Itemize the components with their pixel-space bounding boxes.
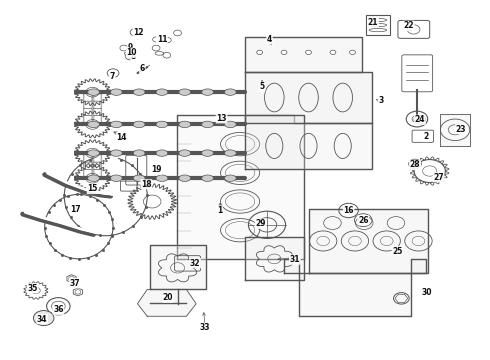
Text: 29: 29 (255, 219, 266, 228)
Text: 20: 20 (163, 293, 173, 302)
Ellipse shape (133, 150, 145, 156)
Polygon shape (441, 114, 470, 146)
Ellipse shape (202, 175, 214, 181)
Text: 30: 30 (421, 288, 432, 297)
Text: 24: 24 (415, 115, 425, 124)
Text: 21: 21 (368, 18, 378, 27)
Ellipse shape (110, 89, 122, 95)
Ellipse shape (110, 150, 122, 156)
Text: 35: 35 (27, 284, 38, 293)
Text: 16: 16 (343, 206, 354, 215)
Text: 3: 3 (378, 95, 384, 104)
Ellipse shape (224, 175, 236, 181)
Polygon shape (309, 209, 428, 273)
Ellipse shape (224, 150, 236, 156)
Text: 34: 34 (37, 315, 48, 324)
Ellipse shape (133, 121, 145, 128)
Text: 17: 17 (70, 205, 81, 214)
Ellipse shape (202, 150, 214, 156)
Circle shape (330, 50, 336, 54)
Text: 2: 2 (423, 132, 428, 141)
Text: 6: 6 (140, 64, 145, 73)
Polygon shape (245, 116, 372, 169)
Text: 18: 18 (141, 180, 151, 189)
Text: 10: 10 (126, 48, 137, 57)
Ellipse shape (224, 121, 236, 128)
Polygon shape (245, 237, 304, 280)
Ellipse shape (224, 89, 236, 95)
Ellipse shape (88, 175, 99, 181)
Circle shape (349, 50, 355, 54)
Ellipse shape (110, 121, 122, 128)
Text: 27: 27 (433, 173, 444, 182)
Polygon shape (245, 72, 372, 123)
Ellipse shape (88, 89, 99, 95)
Text: 19: 19 (151, 166, 161, 175)
Text: 4: 4 (267, 35, 272, 44)
Ellipse shape (133, 175, 145, 181)
Text: 33: 33 (200, 323, 210, 332)
Polygon shape (245, 37, 362, 72)
Text: 7: 7 (109, 72, 115, 81)
Ellipse shape (156, 89, 168, 95)
Circle shape (257, 50, 263, 54)
Polygon shape (138, 289, 196, 316)
Ellipse shape (179, 89, 191, 95)
Ellipse shape (156, 150, 168, 156)
Ellipse shape (156, 175, 168, 181)
Text: 25: 25 (392, 247, 403, 256)
Text: 12: 12 (133, 28, 144, 37)
Ellipse shape (88, 150, 99, 156)
Ellipse shape (202, 89, 214, 95)
Polygon shape (150, 244, 206, 289)
Ellipse shape (179, 175, 191, 181)
Ellipse shape (133, 89, 145, 95)
Text: 31: 31 (290, 255, 300, 264)
Text: 26: 26 (358, 216, 368, 225)
Text: 23: 23 (456, 125, 466, 134)
Circle shape (33, 311, 54, 325)
Text: 15: 15 (87, 184, 98, 193)
Text: 36: 36 (53, 305, 64, 314)
Circle shape (306, 50, 312, 54)
Text: 1: 1 (217, 206, 222, 215)
Text: 37: 37 (70, 279, 80, 288)
Text: 28: 28 (410, 161, 420, 170)
Text: 5: 5 (260, 82, 265, 91)
Text: 32: 32 (190, 259, 200, 268)
Polygon shape (176, 116, 304, 259)
Text: 14: 14 (117, 133, 127, 142)
Text: 11: 11 (157, 35, 167, 44)
Text: 22: 22 (403, 21, 414, 30)
Ellipse shape (179, 150, 191, 156)
Ellipse shape (88, 121, 99, 128)
Text: 9: 9 (127, 43, 133, 52)
Ellipse shape (179, 121, 191, 128)
Circle shape (281, 50, 287, 54)
Bar (366, 15, 390, 35)
Ellipse shape (110, 175, 122, 181)
Text: 8: 8 (131, 53, 136, 62)
Ellipse shape (202, 121, 214, 128)
Polygon shape (284, 259, 426, 316)
Ellipse shape (156, 121, 168, 128)
Text: 13: 13 (216, 114, 227, 123)
